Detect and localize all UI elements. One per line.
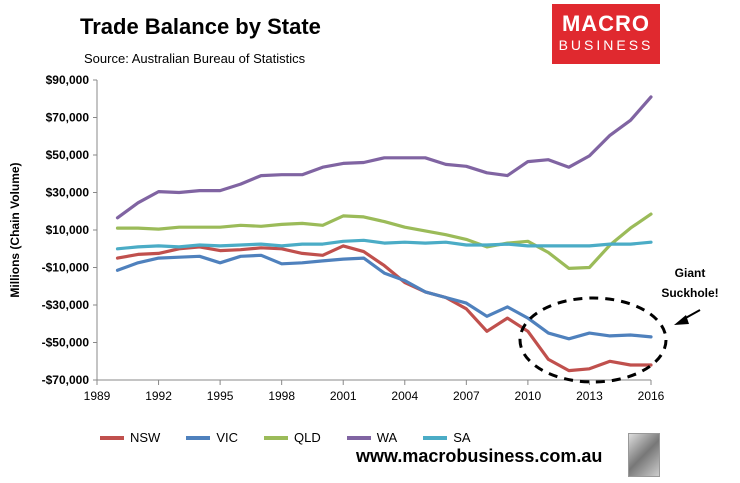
wolf-emblem	[628, 433, 660, 477]
legend-swatch	[423, 435, 448, 440]
chart-legend: NSW VIC QLD WA SA	[100, 430, 471, 445]
x-tick-label: 1998	[268, 389, 295, 403]
y-tick-label: $10,000	[46, 223, 90, 237]
legend-item-qld: QLD	[264, 430, 321, 445]
y-tick-label: $90,000	[46, 73, 90, 87]
x-tick-label: 2013	[576, 389, 603, 403]
y-tick-label: -$50,000	[42, 336, 90, 350]
y-tick-label: $70,000	[46, 111, 90, 125]
series-line-wa	[115, 95, 653, 220]
annotation-text-line-2: Suckhole!	[661, 286, 718, 300]
series-line-qld	[115, 212, 653, 270]
y-tick-label: -$70,000	[42, 373, 90, 387]
x-tick-label: 2001	[330, 389, 357, 403]
legend-swatch	[186, 435, 211, 440]
annotation-arrowhead	[674, 315, 689, 325]
chart-title: Trade Balance by State	[80, 14, 321, 39]
macrobusiness-logo: MACRO BUSINESS	[552, 4, 660, 64]
x-tick-label: 1995	[207, 389, 234, 403]
x-tick-label: 2004	[391, 389, 418, 403]
x-tick-label: 1989	[84, 389, 111, 403]
legend-label: NSW	[130, 430, 161, 445]
logo-line-1: MACRO	[561, 11, 651, 36]
x-tick-label: 2010	[515, 389, 542, 403]
legend-item-sa: SA	[423, 430, 471, 445]
legend-label: QLD	[294, 430, 321, 445]
legend-label: VIC	[216, 430, 239, 445]
website-url: www.macrobusiness.com.au	[356, 446, 603, 466]
x-tick-label: 1992	[145, 389, 172, 403]
series-line-sa	[115, 238, 653, 251]
logo-line-2: BUSINESS	[558, 37, 654, 53]
series-line-nsw	[115, 244, 653, 373]
y-tick-label: $50,000	[46, 148, 90, 162]
x-tick-label: 2007	[453, 389, 480, 403]
y-tick-label: $30,000	[46, 186, 90, 200]
y-tick-label: -$30,000	[42, 298, 90, 312]
legend-swatch	[100, 435, 124, 440]
legend-label: SA	[453, 430, 471, 445]
legend-swatch	[264, 435, 289, 440]
legend-item-nsw: NSW	[100, 430, 160, 445]
annotation-text-line-1: Giant	[675, 266, 706, 280]
y-axis-label: Millions (Chain Volume)	[8, 162, 22, 298]
series-line-vic	[115, 253, 653, 341]
legend-swatch	[346, 435, 371, 440]
legend-item-wa: WA	[346, 430, 398, 445]
legend-item-vic: VIC	[186, 430, 238, 445]
annotation-ellipse	[518, 296, 668, 384]
y-tick-label: -$10,000	[42, 261, 90, 275]
chart-subtitle: Source: Australian Bureau of Statistics	[84, 51, 306, 66]
x-tick-label: 2016	[638, 389, 665, 403]
legend-label: WA	[376, 430, 398, 445]
